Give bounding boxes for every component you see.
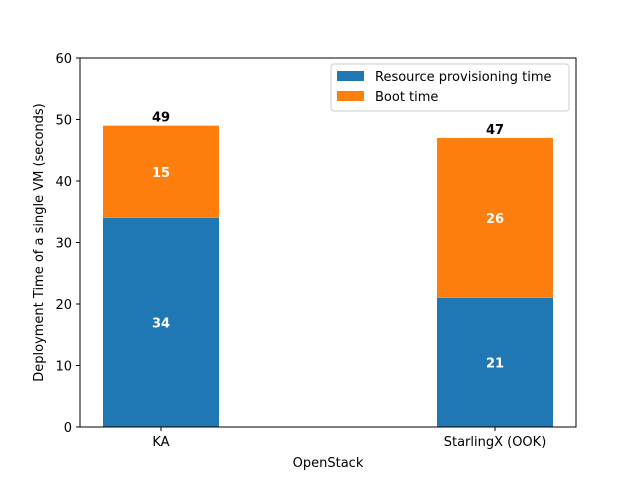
segment-value-label: 26 [486, 212, 504, 227]
segment-value-label: 15 [152, 166, 170, 181]
legend-box [330, 63, 570, 112]
bar-segment [437, 137, 553, 298]
segment-value-label: 21 [486, 356, 504, 371]
legend: Resource provisioning time Boot time [330, 63, 570, 112]
bar-segment [103, 125, 219, 218]
y-tick-label: 50 [55, 114, 72, 129]
y-tick-label: 0 [64, 421, 72, 436]
total-value-label: 49 [152, 111, 170, 126]
y-axis: 0 10 20 30 40 50 60 [55, 52, 80, 436]
x-tick-label: StarlingX (OOK) [444, 435, 547, 450]
x-axis-label: OpenStack [293, 456, 364, 471]
legend-swatch [337, 91, 364, 101]
y-tick-label: 10 [55, 360, 72, 375]
x-axis: KA StarlingX (OOK) [152, 427, 546, 450]
legend-swatch [337, 71, 364, 81]
y-tick-label: 40 [55, 175, 72, 190]
y-tick-label: 30 [55, 237, 72, 252]
x-tick-label: KA [152, 435, 169, 450]
segment-value-label: 34 [152, 316, 170, 331]
bar-labels-layer: 34 15 49 21 26 47 [152, 111, 504, 372]
total-value-label: 47 [486, 123, 504, 138]
legend-label: Resource provisioning time [375, 70, 552, 85]
legend-label: Boot time [375, 90, 438, 105]
bars-layer [103, 125, 553, 427]
y-axis-label: Deployment Time of a single VM (seconds) [32, 103, 47, 382]
y-tick-label: 60 [55, 52, 72, 67]
bar-segment [437, 297, 553, 427]
bar-segment [103, 217, 219, 427]
y-tick-label: 20 [55, 298, 72, 313]
